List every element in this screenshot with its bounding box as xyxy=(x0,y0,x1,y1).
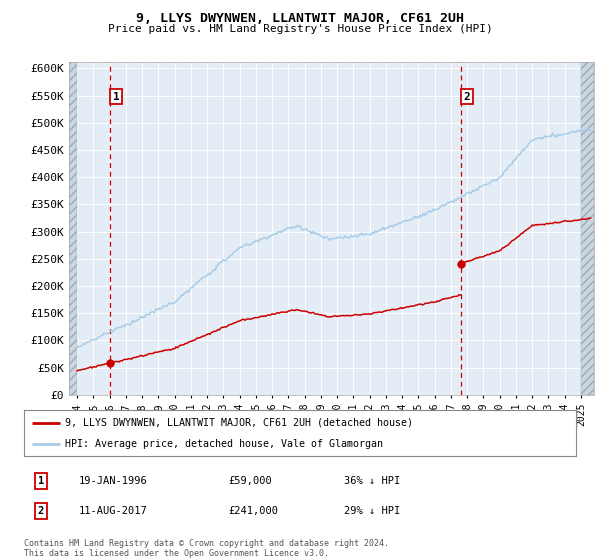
Bar xyxy=(69,62,77,395)
Text: HPI: Average price, detached house, Vale of Glamorgan: HPI: Average price, detached house, Vale… xyxy=(65,439,383,449)
Text: 1: 1 xyxy=(38,476,44,486)
Text: 11-AUG-2017: 11-AUG-2017 xyxy=(79,506,148,516)
Text: Price paid vs. HM Land Registry's House Price Index (HPI): Price paid vs. HM Land Registry's House … xyxy=(107,24,493,34)
Text: Contains HM Land Registry data © Crown copyright and database right 2024.
This d: Contains HM Land Registry data © Crown c… xyxy=(24,539,389,558)
Text: 19-JAN-1996: 19-JAN-1996 xyxy=(79,476,148,486)
Text: 1: 1 xyxy=(113,92,119,101)
Text: 2: 2 xyxy=(38,506,44,516)
Text: 9, LLYS DWYNWEN, LLANTWIT MAJOR, CF61 2UH: 9, LLYS DWYNWEN, LLANTWIT MAJOR, CF61 2U… xyxy=(136,12,464,25)
Text: 36% ↓ HPI: 36% ↓ HPI xyxy=(344,476,400,486)
Text: 9, LLYS DWYNWEN, LLANTWIT MAJOR, CF61 2UH (detached house): 9, LLYS DWYNWEN, LLANTWIT MAJOR, CF61 2U… xyxy=(65,418,413,428)
Text: £59,000: £59,000 xyxy=(228,476,272,486)
Bar xyxy=(581,62,594,395)
Text: £241,000: £241,000 xyxy=(228,506,278,516)
Text: 29% ↓ HPI: 29% ↓ HPI xyxy=(344,506,400,516)
Text: 2: 2 xyxy=(463,92,470,101)
